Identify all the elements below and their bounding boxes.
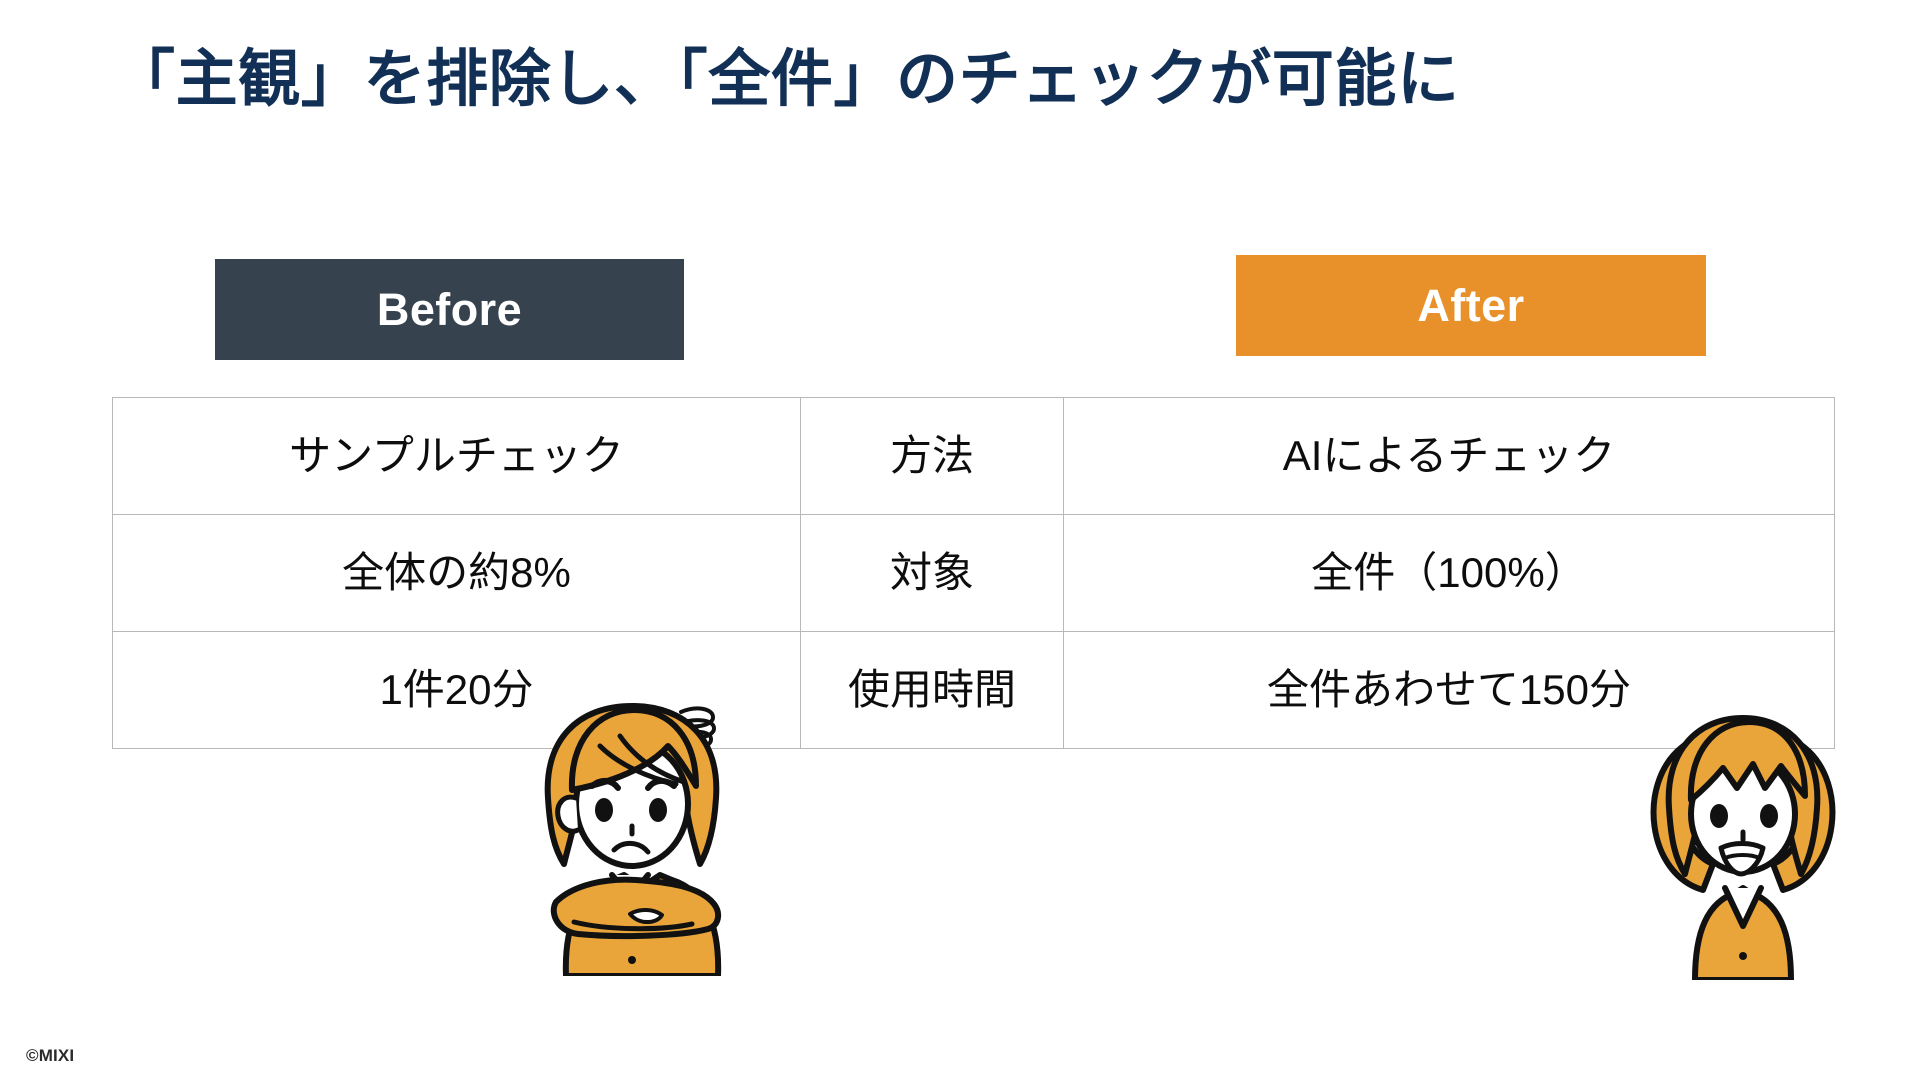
before-banner-label: Before	[376, 283, 523, 335]
comparison-table-body: サンプルチェック 方法 AIによるチェック 全体の約8% 対象 全件（100%）…	[112, 397, 1835, 749]
cell-before-method: サンプルチェック	[112, 397, 801, 515]
after-banner: After	[1236, 255, 1706, 356]
after-banner-label: After	[1417, 279, 1525, 331]
cell-after-time: 全件あわせて150分	[1063, 631, 1835, 749]
cell-after-target: 全件（100%）	[1063, 514, 1835, 632]
comparison-table: サンプルチェック 方法 AIによるチェック 全体の約8% 対象 全件（100%）…	[112, 397, 1835, 749]
cell-label-time: 使用時間	[800, 631, 1064, 749]
table-row: 1件20分 使用時間 全件あわせて150分	[112, 631, 1835, 749]
table-row: 全体の約8% 対象 全件（100%）	[112, 514, 1835, 632]
before-banner: Before	[215, 259, 684, 360]
cell-before-target: 全体の約8%	[112, 514, 801, 632]
cell-before-time: 1件20分	[112, 631, 801, 749]
copyright-notice: ©MIXI	[26, 1046, 75, 1065]
cell-after-method: AIによるチェック	[1063, 397, 1835, 515]
cell-label-method: 方法	[800, 397, 1064, 515]
page-title: 「主観」を排除し、「全件」のチェックが可能に	[113, 45, 1460, 114]
cell-label-target: 対象	[800, 514, 1064, 632]
table-row: サンプルチェック 方法 AIによるチェック	[112, 397, 1835, 515]
